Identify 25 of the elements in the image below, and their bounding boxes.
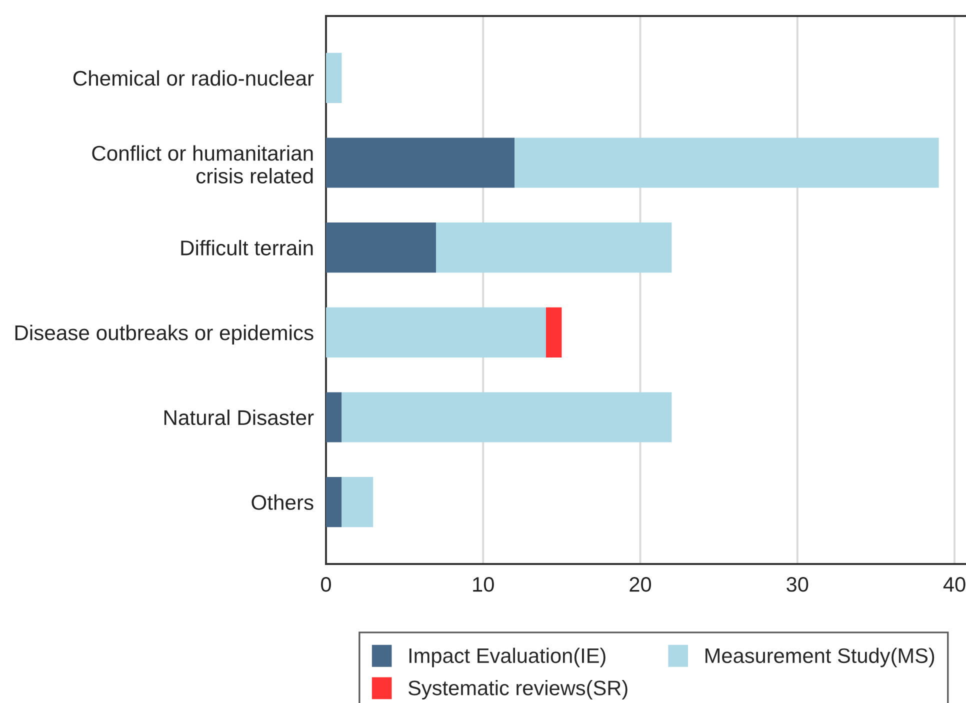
y-tick-label: Chemical or radio-nuclear xyxy=(73,70,314,86)
x-tick-label: 0 xyxy=(321,577,331,592)
y-tick-label: Conflict or humanitarian crisis related xyxy=(92,145,313,184)
x-tick-label: 10 xyxy=(473,577,494,592)
x-tick-label: 30 xyxy=(786,577,808,592)
legend-label: Impact Evaluation(IE) xyxy=(409,648,606,668)
legend-label: Systematic reviews(SR) xyxy=(408,680,628,700)
bar xyxy=(326,477,342,528)
x-tick-label: 20 xyxy=(630,577,652,592)
y-tick-label: Difficult terrain xyxy=(181,240,313,256)
bar xyxy=(326,138,515,188)
legend-label: Measurement Study(MS) xyxy=(706,648,934,668)
bar xyxy=(546,307,562,358)
bar xyxy=(326,307,546,358)
y-tick-label: Natural Disaster xyxy=(164,410,314,426)
x-tick-label: 40 xyxy=(943,577,966,592)
bar xyxy=(342,392,672,442)
bar xyxy=(326,222,436,273)
bar xyxy=(326,52,342,103)
y-tick-label: Others xyxy=(252,494,314,510)
y-tick-label: Disease outbreaks or epidemics xyxy=(15,324,314,344)
bar xyxy=(436,222,672,273)
bar xyxy=(514,138,939,188)
bar xyxy=(326,392,342,442)
bar xyxy=(342,477,374,528)
